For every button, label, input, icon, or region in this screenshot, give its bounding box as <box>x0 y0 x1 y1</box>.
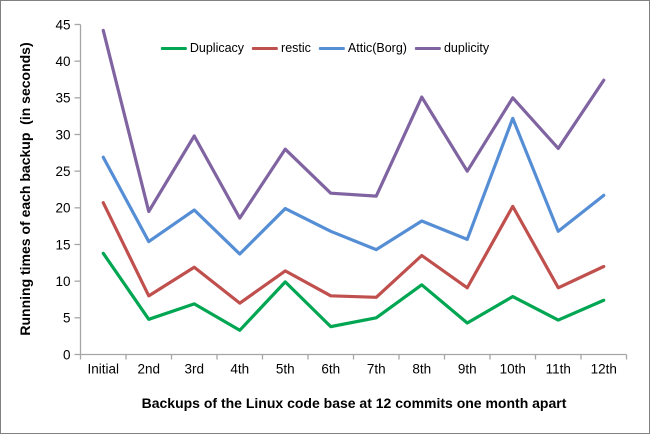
series-line-attic-borg- <box>101 116 606 256</box>
legend-label: Duplicacy <box>189 41 245 55</box>
legend-label: duplicity <box>443 41 490 55</box>
legend-swatch <box>252 46 279 50</box>
y-tick-label: 35 <box>55 91 70 106</box>
x-category-label: 7th <box>367 362 386 377</box>
x-category-label: 3rd <box>184 362 204 377</box>
x-category-label: 9th <box>458 362 477 377</box>
y-tick-label: 5 <box>63 311 71 326</box>
x-category-label: 8th <box>412 362 431 377</box>
series-line-duplicacy <box>101 251 606 332</box>
x-category-label: 10th <box>500 362 526 377</box>
legend-item-restic: restic <box>252 41 311 55</box>
y-tick-label: 25 <box>55 164 70 179</box>
y-tick-label: 45 <box>55 17 70 32</box>
x-category-label: 5th <box>276 362 295 377</box>
legend-item-attic-borg-: Attic(Borg) <box>318 41 407 55</box>
chart-legend: Duplicacy restic Attic(Borg) duplicity <box>160 41 490 55</box>
x-category-label: 12th <box>591 362 617 377</box>
y-tick-label: 0 <box>63 347 71 362</box>
legend-item-duplicacy: Duplicacy <box>160 41 245 55</box>
series-line-duplicity <box>101 28 606 220</box>
y-axis-title: Running times of each backup (in seconds… <box>17 42 33 336</box>
x-category-label: 4th <box>230 362 249 377</box>
x-category-label: 11th <box>546 362 571 377</box>
y-tick-label: 40 <box>55 54 70 69</box>
legend-label: Attic(Borg) <box>347 41 407 55</box>
legend-swatch <box>160 46 187 50</box>
x-category-label: 2nd <box>137 362 160 377</box>
legend-swatch <box>414 46 441 50</box>
legend-swatch <box>318 46 345 50</box>
x-category-label: 6th <box>321 362 340 377</box>
legend-item-duplicity: duplicity <box>414 41 490 55</box>
series-line-restic <box>101 201 606 305</box>
legend-label: restic <box>281 41 311 55</box>
y-tick-label: 10 <box>55 274 70 289</box>
x-category-label: Initial <box>87 362 119 377</box>
x-axis-title: Backups of the Linux code base at 12 com… <box>141 395 567 411</box>
y-tick-label: 30 <box>55 127 70 142</box>
y-tick-label: 20 <box>55 201 70 216</box>
y-tick-label: 15 <box>55 237 70 252</box>
